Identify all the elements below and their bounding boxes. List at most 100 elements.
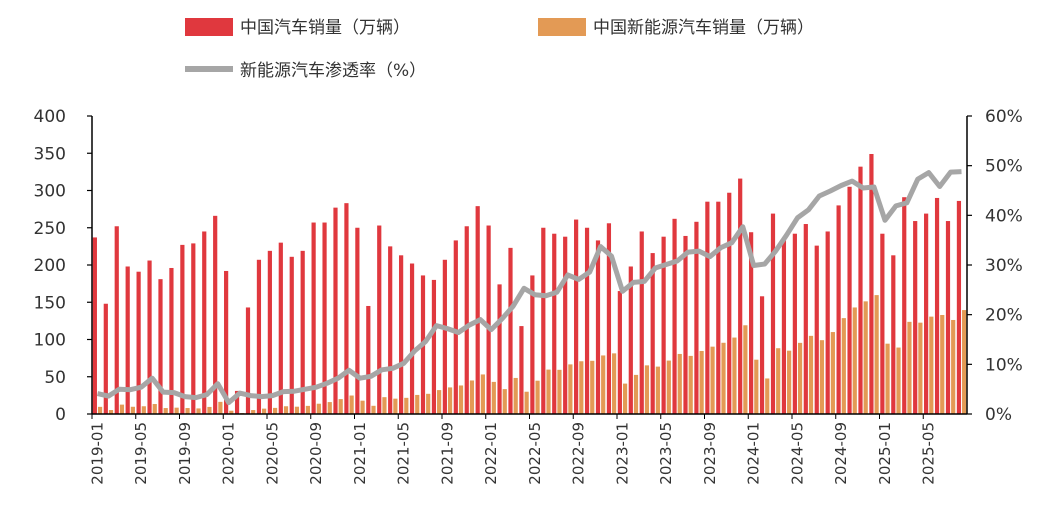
y-right-tick-label: 10% bbox=[985, 355, 1023, 375]
bar-total-sales bbox=[606, 223, 612, 414]
bar-total-sales bbox=[716, 201, 721, 414]
bar-total-sales bbox=[213, 215, 218, 414]
y-left-tick-label: 250 bbox=[34, 219, 66, 239]
y-left-tick-label: 400 bbox=[34, 107, 66, 127]
bar-total-sales bbox=[825, 231, 830, 414]
bar-nev-sales bbox=[830, 332, 835, 414]
bar-total-sales bbox=[617, 291, 622, 414]
bar-total-sales bbox=[552, 233, 557, 414]
bar-nev-sales bbox=[349, 395, 354, 414]
bar-nev-sales bbox=[962, 310, 967, 414]
x-tick-label: 2019-09 bbox=[176, 422, 194, 485]
bar-total-sales bbox=[738, 178, 743, 414]
bar-total-sales bbox=[934, 197, 940, 414]
bar-nev-sales bbox=[338, 399, 343, 414]
bar-total-sales bbox=[442, 259, 447, 414]
bar-total-sales bbox=[956, 200, 962, 414]
x-tick-label: 2020-01 bbox=[220, 422, 238, 485]
bar-total-sales bbox=[92, 237, 97, 414]
x-tick-label: 2021-05 bbox=[395, 422, 413, 485]
bar-total-sales bbox=[245, 307, 251, 414]
bar-nev-sales bbox=[130, 406, 135, 414]
bar-total-sales bbox=[847, 186, 852, 414]
bar-nev-sales bbox=[458, 385, 464, 414]
bar-total-sales bbox=[267, 250, 272, 414]
axes: 0 50 100 150 200 250 300 350 400 0% 10% 20% 30% 40% 50… bbox=[34, 107, 1023, 485]
bar-total-sales bbox=[409, 263, 415, 414]
bar-nev-sales bbox=[327, 402, 332, 414]
y-left-tick-label: 200 bbox=[34, 256, 66, 276]
legend-label-penetration: 新能源汽车渗透率（%） bbox=[240, 61, 426, 81]
bar-nev-sales bbox=[721, 342, 726, 414]
bar-total-sales bbox=[727, 192, 732, 414]
bar-nev-sales bbox=[622, 383, 628, 414]
bar-total-sales bbox=[792, 233, 797, 414]
bar-total-sales bbox=[103, 303, 108, 414]
y-right-tick-label: 0% bbox=[985, 405, 1012, 425]
bar-nev-sales bbox=[579, 361, 584, 414]
bar-nev-sales bbox=[568, 364, 573, 414]
x-tick-label: 2019-05 bbox=[132, 422, 150, 485]
bar-nev-sales bbox=[404, 397, 409, 414]
y-left-tick-label: 150 bbox=[34, 293, 66, 313]
legend: 中国汽车销量（万辆） 中国新能源汽车销量（万辆） 新能源汽车渗透率（%） bbox=[185, 18, 814, 81]
y-right-tick-label: 40% bbox=[985, 206, 1023, 226]
bar-total-sales bbox=[902, 197, 907, 414]
bar-nev-sales bbox=[185, 408, 190, 414]
bar-nev-sales bbox=[929, 316, 934, 414]
bar-total-sales bbox=[147, 260, 152, 414]
bar-nev-sales bbox=[841, 318, 846, 414]
bar-nev-sales bbox=[491, 381, 496, 414]
x-tick-label: 2019-01 bbox=[88, 422, 106, 485]
bar-total-sales bbox=[355, 227, 360, 414]
x-tick-label: 2024-05 bbox=[788, 422, 806, 485]
bar-total-sales bbox=[891, 255, 896, 414]
bar-total-sales bbox=[486, 225, 491, 414]
bar-total-sales bbox=[803, 224, 808, 414]
x-tick-label: 2023-01 bbox=[613, 422, 631, 485]
bar-total-sales bbox=[322, 222, 327, 414]
bar-nev-sales bbox=[699, 350, 704, 414]
bar-nev-sales bbox=[207, 406, 212, 414]
bar-nev-sales bbox=[688, 355, 693, 414]
bar-total-sales bbox=[453, 240, 458, 414]
bar-nev-sales bbox=[677, 353, 682, 414]
bar-nev-sales bbox=[852, 307, 857, 414]
bar-total-sales bbox=[574, 219, 579, 414]
bar-nev-sales bbox=[97, 406, 103, 414]
bar-total-sales bbox=[683, 235, 688, 414]
bar-nev-sales bbox=[163, 408, 168, 414]
bar-nev-sales bbox=[251, 410, 256, 414]
bar-nev-sales bbox=[797, 342, 803, 414]
y-left-tick-label: 50 bbox=[44, 368, 66, 388]
y-left-tick-label: 100 bbox=[34, 331, 66, 351]
bar-nev-sales bbox=[360, 400, 365, 414]
bar-nev-sales bbox=[437, 390, 442, 414]
y-left-tick-label: 350 bbox=[34, 144, 66, 164]
line-layer bbox=[96, 169, 962, 406]
bar-total-sales bbox=[508, 247, 513, 414]
bar-total-sales bbox=[475, 206, 480, 414]
bar-nev-sales bbox=[141, 406, 146, 414]
bar-nev-sales bbox=[524, 391, 529, 414]
bar-total-sales bbox=[114, 226, 119, 414]
bar-nev-sales bbox=[426, 393, 431, 414]
bar-total-sales bbox=[431, 279, 437, 414]
bar-nev-sales bbox=[787, 350, 792, 414]
bar-nev-sales bbox=[754, 359, 759, 414]
line-penetration-rate bbox=[96, 169, 962, 406]
bar-nev-sales bbox=[666, 360, 671, 414]
bar-nev-sales bbox=[918, 322, 923, 414]
bar-total-sales bbox=[759, 296, 765, 414]
bar-nev-sales bbox=[590, 360, 595, 414]
y-right-tick-label: 20% bbox=[985, 306, 1023, 326]
bar-nev-sales bbox=[262, 408, 267, 414]
bar-total-sales bbox=[202, 231, 207, 414]
bar-nev-sales bbox=[819, 340, 825, 414]
x-tick-label: 2020-05 bbox=[263, 422, 281, 485]
bar-total-sales bbox=[256, 259, 262, 414]
bar-nev-sales bbox=[283, 406, 289, 414]
bar-nev-sales bbox=[940, 314, 945, 414]
bar-total-sales bbox=[311, 222, 316, 414]
